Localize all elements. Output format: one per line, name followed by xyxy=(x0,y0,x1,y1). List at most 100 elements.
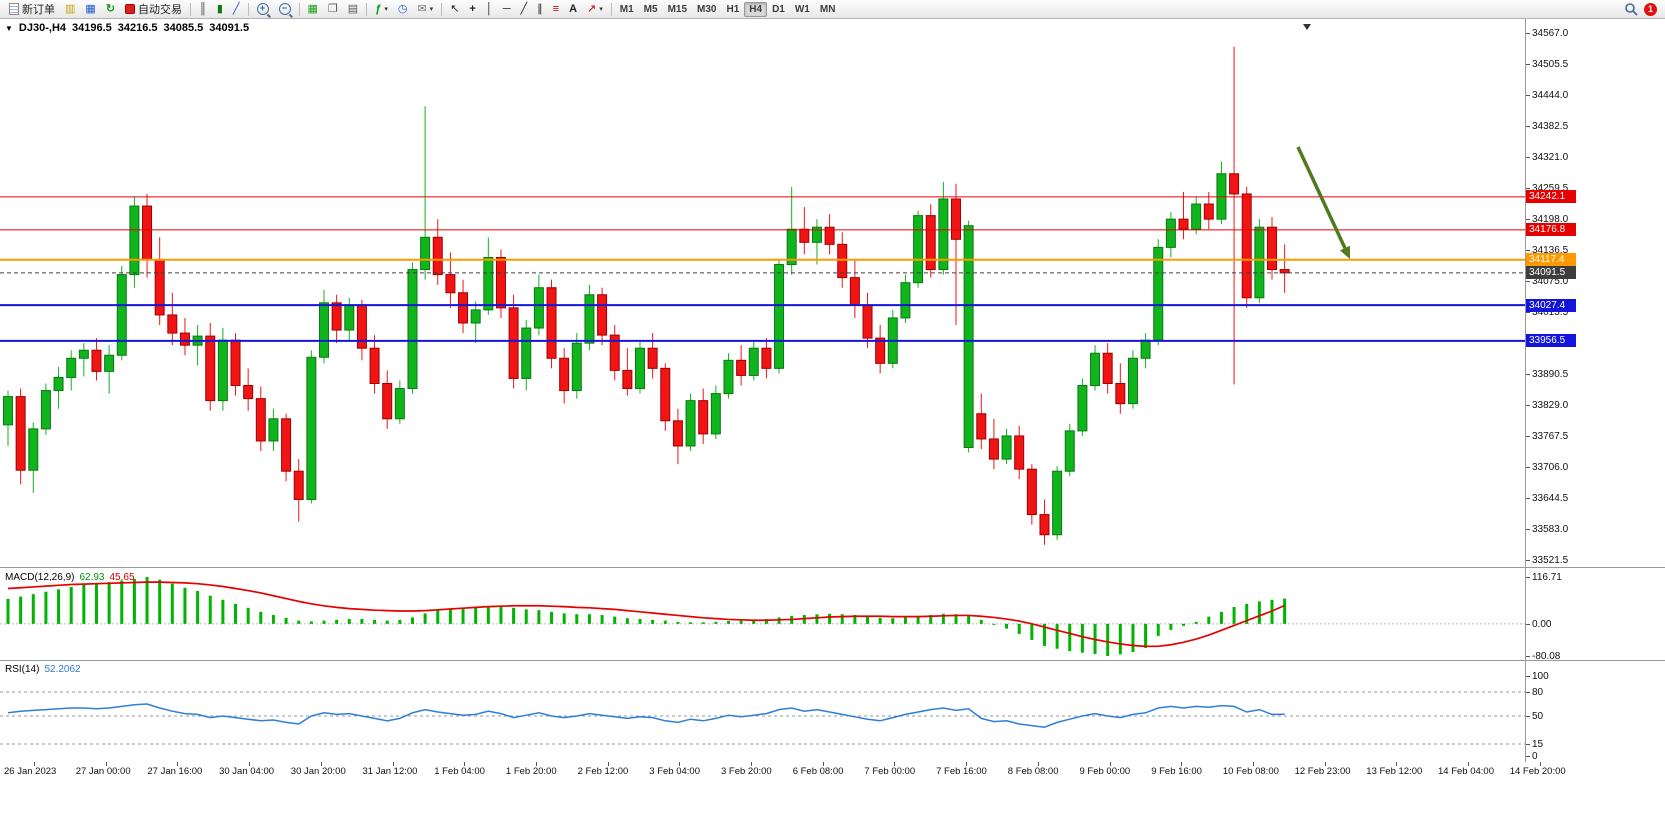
timeframe-h1-button[interactable]: H1 xyxy=(721,2,744,17)
price-tick-mark xyxy=(1526,560,1530,562)
timeframe-w1-button[interactable]: W1 xyxy=(790,2,815,17)
arrange-windows-button[interactable]: ▤ xyxy=(343,1,363,18)
time-tick-mark xyxy=(320,762,322,766)
trendline-tool-button[interactable]: ╱ xyxy=(516,1,533,18)
zoom-in-icon: + xyxy=(256,3,269,15)
arrows-icon: ↗ xyxy=(587,2,597,15)
macd-tick-mark xyxy=(1526,577,1530,578)
price-tick-label: 34259.5 xyxy=(1532,183,1569,195)
time-tick-mark xyxy=(1109,762,1111,766)
timeframe-mn-button[interactable]: MN xyxy=(815,2,841,17)
price-tick-mark xyxy=(1526,281,1530,283)
timeframe-m15-button[interactable]: M15 xyxy=(663,2,692,17)
chart-high-value: 34216.5 xyxy=(117,22,158,34)
time-tick-label: 27 Jan 00:00 xyxy=(75,766,131,777)
channel-tool-button[interactable]: ∥ xyxy=(532,1,548,18)
price-tick-mark xyxy=(1526,64,1530,66)
chevron-down-icon: ▼ xyxy=(5,23,13,33)
macd-tick-label: 116.71 xyxy=(1532,572,1562,583)
zoom-out-button[interactable]: − xyxy=(274,1,296,18)
price-tick-mark xyxy=(1526,219,1530,221)
time-axis[interactable]: 26 Jan 2023 27 Jan 00:00 27 Jan 16:00 30 Ja… xyxy=(0,762,1665,782)
fibonacci-tool-button[interactable]: ≡ xyxy=(548,1,564,18)
text-tool-button[interactable]: A xyxy=(564,1,582,18)
time-tick-mark xyxy=(822,762,824,766)
timeframe-d1-button[interactable]: D1 xyxy=(767,2,790,17)
autotrading-label: 自动交易 xyxy=(138,4,183,16)
time-tick-label: 3 Feb 20:00 xyxy=(721,766,772,777)
toolbar-separator xyxy=(441,2,443,16)
rsi-panel[interactable] xyxy=(0,661,1525,762)
profiles-button[interactable]: ▦ xyxy=(80,1,100,18)
horizontal-line-tool-button[interactable]: ─ xyxy=(498,1,516,18)
hline-price-tag: 34117.4 xyxy=(1526,253,1576,267)
rsi-tick-label: 0 xyxy=(1532,751,1538,762)
arrows-tool-button[interactable]: ↗ ▾ xyxy=(582,1,608,18)
time-tick-label: 7 Feb 00:00 xyxy=(864,766,916,777)
time-tick-mark xyxy=(1468,762,1469,766)
periods-button[interactable]: ◷ xyxy=(393,1,413,18)
new-order-button[interactable]: 新订单 xyxy=(4,1,60,18)
chart-shift-marker xyxy=(1303,24,1311,30)
indicators-button[interactable]: ƒ ▾ xyxy=(370,1,393,18)
time-tick-label: 1 Feb 20:00 xyxy=(505,766,557,777)
time-tick-mark xyxy=(607,762,609,766)
price-chart[interactable] xyxy=(0,19,1525,567)
candlestick-mode-button[interactable]: ▮ xyxy=(212,1,228,18)
price-tick-mark xyxy=(1526,188,1530,190)
price-tick-label: 33706.0 xyxy=(1532,462,1569,474)
refresh-button[interactable]: ↻ xyxy=(101,1,120,18)
toolbar-separator xyxy=(298,2,300,16)
time-tick-label: 7 Feb 16:00 xyxy=(936,766,987,777)
time-tick-mark xyxy=(679,762,681,766)
templates-button[interactable]: ✉ ▾ xyxy=(412,1,438,18)
panel-separator[interactable] xyxy=(0,660,1665,661)
notification-badge[interactable]: 1 xyxy=(1644,2,1657,16)
search-icon[interactable] xyxy=(1624,2,1638,16)
autotrading-icon xyxy=(125,4,136,14)
cursor-tool-button[interactable]: ↖ xyxy=(445,1,464,18)
cascade-windows-button[interactable]: ❐ xyxy=(323,1,343,18)
macd-signal-value: 45.65 xyxy=(109,572,135,583)
timeframe-m5-button[interactable]: M5 xyxy=(639,2,663,17)
price-axis[interactable]: 34567.0 34505.5 34444.0 34382.5 34321.0 34259… xyxy=(1526,19,1665,567)
macd-label: MACD(12,26,9) 62.93 45.65 xyxy=(5,572,135,583)
timeframe-m1-button[interactable]: M1 xyxy=(615,2,639,17)
price-tick-mark xyxy=(1526,529,1530,531)
price-tick-label: 34198.0 xyxy=(1532,214,1569,226)
vertical-line-tool-button[interactable]: │ xyxy=(481,1,498,18)
tile-windows-button[interactable]: ▦ xyxy=(303,1,323,18)
rsi-value: 52.2062 xyxy=(44,664,81,675)
timeframe-h4-button[interactable]: H4 xyxy=(744,1,768,17)
chevron-down-icon: ▾ xyxy=(429,5,434,13)
current-price-tag: 34091.5 xyxy=(1526,266,1576,280)
time-tick-mark xyxy=(392,762,394,766)
zoom-in-button[interactable]: + xyxy=(252,1,274,18)
chevron-down-icon: ▾ xyxy=(384,5,388,13)
channel-icon: ∥ xyxy=(537,2,543,15)
new-chart-icon: ▥ xyxy=(65,2,76,15)
line-chart-mode-button[interactable]: ╱ xyxy=(228,1,245,18)
chart-symbol-period: DJ30-,H4 xyxy=(18,22,66,34)
time-tick-mark xyxy=(894,762,896,766)
macd-panel[interactable] xyxy=(0,569,1525,660)
panel-separator[interactable] xyxy=(0,567,1665,568)
time-tick-mark xyxy=(751,762,752,766)
hline-price-tag: 34027.4 xyxy=(1526,298,1576,312)
new-order-icon xyxy=(9,3,19,15)
crosshair-tool-button[interactable]: + xyxy=(464,1,480,18)
hline-price-tag: 33956.5 xyxy=(1526,334,1576,348)
time-tick-label: 30 Jan 20:00 xyxy=(290,766,346,777)
time-tick-label: 14 Feb 20:00 xyxy=(1509,766,1566,777)
macd-tick-mark xyxy=(1526,655,1530,657)
price-tick-mark xyxy=(1526,33,1530,35)
bar-chart-mode-button[interactable]: ║ xyxy=(194,1,212,18)
autotrading-button[interactable]: 自动交易 xyxy=(120,1,187,18)
price-tick-label: 34136.5 xyxy=(1532,245,1569,257)
time-tick-label: 30 Jan 04:00 xyxy=(219,766,275,777)
new-order-label: 新订单 xyxy=(22,4,55,16)
new-chart-button[interactable]: ▥ xyxy=(60,1,80,18)
timeframe-m30-button[interactable]: M30 xyxy=(692,2,721,17)
time-tick-label: 1 Feb 04:00 xyxy=(434,766,485,777)
text-icon: A xyxy=(569,2,578,15)
